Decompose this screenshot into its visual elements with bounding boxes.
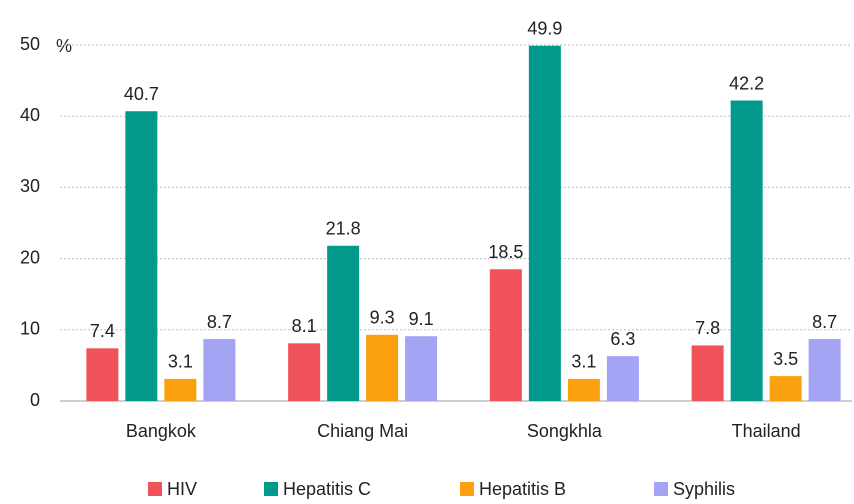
legend-swatch: [654, 482, 668, 496]
x-tick-label: Songkhla: [527, 421, 603, 441]
y-tick-label: 20: [20, 247, 40, 267]
y-axis-label: %: [56, 36, 72, 56]
y-tick-label: 40: [20, 105, 40, 125]
bar: [730, 100, 763, 401]
legend-label: HIV: [167, 479, 197, 499]
bar: [164, 378, 197, 401]
legend-swatch: [264, 482, 278, 496]
bar: [86, 348, 119, 401]
legend-label: Hepatitis C: [283, 479, 371, 499]
bar: [808, 339, 841, 401]
bar: [769, 376, 802, 401]
data-label: 8.7: [207, 312, 232, 332]
data-label: 18.5: [488, 242, 523, 262]
bar: [288, 343, 321, 401]
data-label: 42.2: [729, 73, 764, 93]
data-label: 6.3: [610, 329, 635, 349]
data-label: 40.7: [124, 84, 159, 104]
x-tick-label: Bangkok: [126, 421, 197, 441]
data-label: 8.7: [812, 312, 837, 332]
y-tick-label: 0: [30, 390, 40, 410]
legend-label: Hepatitis B: [479, 479, 566, 499]
bar: [125, 111, 158, 401]
data-label: 9.1: [409, 309, 434, 329]
data-label: 3.5: [773, 349, 798, 369]
y-tick-label: 30: [20, 176, 40, 196]
y-tick-label: 50: [20, 34, 40, 54]
legend-swatch: [148, 482, 162, 496]
data-label: 7.4: [90, 321, 115, 341]
bar: [528, 45, 561, 401]
bar: [489, 269, 522, 401]
legend-label: Syphilis: [673, 479, 735, 499]
data-label: 21.8: [326, 219, 361, 239]
bar: [606, 356, 639, 401]
data-label: 3.1: [571, 352, 596, 372]
bar: [691, 345, 724, 401]
data-label: 7.8: [695, 318, 720, 338]
data-label: 49.9: [527, 18, 562, 38]
x-tick-label: Thailand: [732, 421, 801, 441]
bar: [366, 334, 399, 401]
data-label: 3.1: [168, 352, 193, 372]
bar: [203, 339, 236, 401]
data-label: 9.3: [370, 308, 395, 328]
x-tick-label: Chiang Mai: [317, 421, 408, 441]
bar: [567, 378, 600, 401]
data-label: 8.1: [292, 316, 317, 336]
bar: [327, 245, 360, 401]
y-tick-label: 10: [20, 319, 40, 339]
legend-swatch: [460, 482, 474, 496]
bar: [405, 336, 438, 401]
